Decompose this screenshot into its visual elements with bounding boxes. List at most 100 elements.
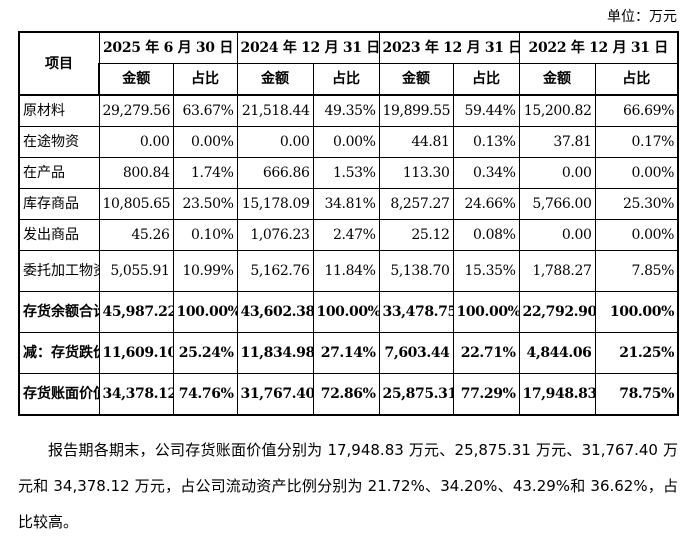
header-row-metrics: 金额 占比 金额 占比 金额 占比 金额 占比: [19, 63, 679, 96]
cell-amount: 15,178.09: [236, 188, 314, 220]
cell-amount: 25,875.31: [378, 373, 454, 416]
cell-amount: 29,279.56: [98, 94, 174, 127]
table-row: 减：存货跌价准备11,609.1025.24%11,834.9827.14%7,…: [18, 332, 679, 374]
cell-amount: 10,805.65: [98, 188, 174, 220]
cell-amount: 17,948.83: [518, 373, 596, 416]
cell-amount: 45,987.22: [98, 291, 174, 333]
cell-amount: 19,899.55: [378, 94, 454, 127]
cell-ratio: 0.17%: [594, 126, 679, 158]
cell-amount: 0.00: [518, 219, 596, 251]
cell-amount: 44.81: [378, 126, 454, 158]
cell-amount: 11,609.10: [98, 332, 174, 374]
header-ratio: 占比: [452, 63, 520, 96]
cell-amount: 5,055.91: [98, 250, 174, 292]
header-amount: 金额: [378, 63, 454, 96]
cell-amount: 4,844.06: [518, 332, 596, 374]
cell-ratio: 0.00%: [594, 219, 679, 251]
unit-label: 单位：万元: [607, 9, 677, 25]
row-label: 存货账面价值: [18, 373, 100, 416]
cell-amount: 43,602.38: [236, 291, 314, 333]
cell-ratio: 100.00%: [594, 291, 679, 333]
cell-amount: 37.81: [518, 126, 596, 158]
cell-ratio: 78.75%: [594, 373, 679, 416]
cell-amount: 25.12: [378, 219, 454, 251]
cell-ratio: 66.69%: [594, 94, 679, 127]
cell-ratio: 100.00%: [172, 291, 238, 333]
cell-amount: 1,788.27: [518, 250, 596, 292]
row-label: 库存商品: [18, 188, 100, 220]
cell-ratio: 0.34%: [452, 157, 520, 189]
cell-amount: 7,603.44: [378, 332, 454, 374]
cell-ratio: 0.08%: [452, 219, 520, 251]
header-amount: 金额: [236, 63, 314, 96]
cell-amount: 5,138.70: [378, 250, 454, 292]
cell-ratio: 59.44%: [452, 94, 520, 127]
cell-ratio: 7.85%: [594, 250, 679, 292]
header-period: 2025 年 6 月 30 日: [98, 31, 238, 64]
table-row: 存货账面价值 34,378.12 74.76% 31,767.40 72.86% 25,8…: [18, 373, 679, 416]
cell-ratio: 23.50%: [172, 188, 238, 220]
cell-amount: 34,378.12: [98, 373, 174, 416]
cell-ratio: 100.00%: [452, 291, 520, 333]
cell-ratio: 74.76%: [172, 373, 238, 416]
row-label: 减：存货跌价准备: [18, 332, 100, 374]
cell-amount: 1,076.23: [236, 219, 314, 251]
cell-ratio: 72.86%: [312, 373, 380, 416]
cell-ratio: 100.00%: [312, 291, 380, 333]
cell-ratio: 22.71%: [452, 332, 520, 374]
cell-ratio: 0.00%: [594, 157, 679, 189]
cell-ratio: 25.24%: [172, 332, 238, 374]
cell-ratio: 49.35%: [312, 94, 380, 127]
cell-amount: 5,162.76: [236, 250, 314, 292]
table-row: 原材料 29,279.56 63.67% 21,518.44 49.35% 19,899.…: [18, 94, 679, 127]
cell-ratio: 77.29%: [452, 373, 520, 416]
header-period: 2024 年 12 月 31 日: [236, 31, 380, 64]
table-row: 存货余额合计 45,987.22 100.00% 43,602.38 100.00% 33…: [18, 291, 679, 333]
header-item: 项目: [18, 31, 100, 96]
cell-amount: 31,767.40: [236, 373, 314, 416]
table-row: 发出商品 45.26 0.10% 1,076.23 2.47% 25.12 0.08% 0.0…: [18, 219, 679, 251]
cell-amount: 113.30: [378, 157, 454, 189]
cell-amount: 0.00: [98, 126, 174, 158]
cell-ratio: 11.84%: [312, 250, 380, 292]
header-period: 2022 年 12 月 31 日: [518, 31, 679, 64]
cell-ratio: 34.81%: [312, 188, 380, 220]
cell-ratio: 24.66%: [452, 188, 520, 220]
cell-ratio: 1.53%: [312, 157, 380, 189]
table-row: 委托加工物资 5,055.91 10.99% 5,162.76 11.84% 5,138.…: [18, 250, 679, 292]
row-label: 在产品: [18, 157, 100, 189]
cell-amount: 45.26: [98, 219, 174, 251]
header-ratio: 占比: [172, 63, 238, 96]
row-label: 原材料: [18, 94, 100, 127]
cell-ratio: 27.14%: [312, 332, 380, 374]
cell-amount: 11,834.98: [236, 332, 314, 374]
cell-amount: 15,200.82: [518, 94, 596, 127]
cell-ratio: 0.10%: [172, 219, 238, 251]
cell-ratio: 21.25%: [594, 332, 679, 374]
cell-ratio: 0.00%: [312, 126, 380, 158]
header-amount: 金额: [98, 63, 174, 96]
row-label: 发出商品: [18, 219, 100, 251]
cell-amount: 800.84: [98, 157, 174, 189]
header-ratio: 占比: [312, 63, 380, 96]
row-label: 委托加工物资: [18, 250, 100, 292]
header-ratio: 占比: [594, 63, 679, 96]
cell-ratio: 1.74%: [172, 157, 238, 189]
cell-ratio: 63.67%: [172, 94, 238, 127]
cell-amount: 0.00: [236, 126, 314, 158]
table-row: 在产品 800.84 1.74% 666.86 1.53% 113.30 0.34% 0.00…: [18, 157, 679, 189]
cell-ratio: 0.00%: [172, 126, 238, 158]
cell-ratio: 0.13%: [452, 126, 520, 158]
row-label: 存货余额合计: [18, 291, 100, 333]
inventory-table: 项目 2025 年 6 月 30 日 2024 年 12 月 31 日 2023…: [18, 31, 679, 416]
table-row: 库存商品 10,805.65 23.50% 15,178.09 34.81% 8,257.…: [18, 188, 679, 220]
cell-amount: 666.86: [236, 157, 314, 189]
cell-ratio: 2.47%: [312, 219, 380, 251]
row-label: 在途物资: [18, 126, 100, 158]
header-row-periods: 项目 2025 年 6 月 30 日 2024 年 12 月 31 日 2023…: [18, 31, 679, 96]
cell-amount: 33,478.75: [378, 291, 454, 333]
cell-amount: 22,792.90: [518, 291, 596, 333]
cell-ratio: 10.99%: [172, 250, 238, 292]
summary-paragraph: 报告期各期末，公司存货账面价值分别为 17,948.83 万元、25,875.3…: [18, 441, 678, 531]
cell-amount: 21,518.44: [236, 94, 314, 127]
